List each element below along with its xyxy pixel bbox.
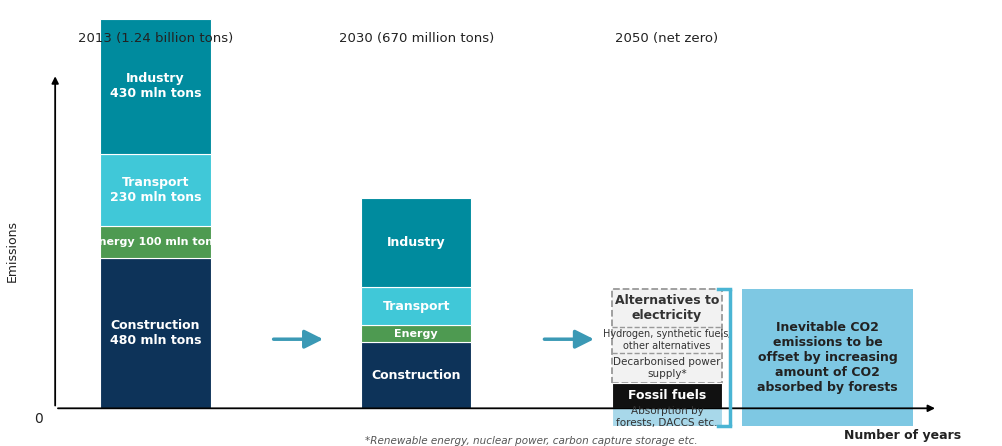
- Text: Inevitable CO2
emissions to be
offset by increasing
amount of CO2
absorbed by fo: Inevitable CO2 emissions to be offset by…: [757, 321, 897, 394]
- Bar: [100, 19, 210, 154]
- Text: 2030 (670 million tons): 2030 (670 million tons): [339, 32, 493, 45]
- Bar: [361, 325, 471, 343]
- Bar: [100, 226, 210, 257]
- Text: Energy: Energy: [394, 329, 438, 339]
- Text: Decarbonised power
supply*: Decarbonised power supply*: [612, 357, 720, 379]
- Text: Fossil fuels: Fossil fuels: [627, 389, 705, 402]
- Bar: [741, 289, 912, 425]
- Text: *Renewable energy, nuclear power, carbon capture storage etc.: *Renewable energy, nuclear power, carbon…: [365, 437, 697, 446]
- Bar: [361, 343, 471, 408]
- Text: Alternatives to
electricity: Alternatives to electricity: [614, 294, 718, 322]
- Text: 2050 (net zero): 2050 (net zero): [615, 32, 717, 45]
- Bar: [361, 287, 471, 325]
- Text: Transport
230 mln tons: Transport 230 mln tons: [109, 176, 201, 204]
- Text: Absorption by
forests, DACCS etc.: Absorption by forests, DACCS etc.: [615, 406, 717, 428]
- Text: Hydrogen, synthetic fuels/
other alternatives: Hydrogen, synthetic fuels/ other alterna…: [602, 329, 730, 351]
- Text: Industry
430 mln tons: Industry 430 mln tons: [109, 72, 201, 100]
- Text: Number of years: Number of years: [844, 429, 960, 442]
- Bar: [611, 383, 721, 408]
- Text: 0: 0: [34, 412, 42, 426]
- Bar: [100, 154, 210, 226]
- Text: Emissions: Emissions: [6, 220, 18, 282]
- Text: Construction
480 mln tons: Construction 480 mln tons: [109, 319, 201, 347]
- Text: Energy 100 mln tons: Energy 100 mln tons: [91, 237, 219, 247]
- Text: Industry: Industry: [387, 236, 445, 249]
- Text: Transport: Transport: [382, 300, 450, 313]
- Bar: [611, 289, 721, 383]
- Bar: [361, 198, 471, 287]
- Bar: [100, 257, 210, 408]
- Bar: [611, 408, 721, 425]
- Text: Construction: Construction: [371, 369, 461, 382]
- Text: 2013 (1.24 billion tons): 2013 (1.24 billion tons): [78, 32, 232, 45]
